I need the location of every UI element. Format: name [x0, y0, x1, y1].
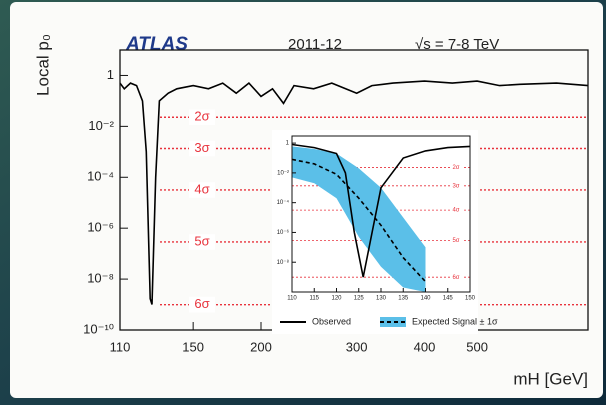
legend-swatch: [380, 317, 406, 327]
observed-line: [119, 80, 589, 305]
sigma-label: 5σ: [194, 233, 209, 248]
sigma-label-bg: [450, 273, 462, 281]
period-label: 2011-12: [288, 36, 342, 53]
experiment-label: ATLAS: [125, 34, 188, 55]
y-tick-label: 10⁻⁶: [277, 229, 290, 236]
y-tick-label: 10⁻⁸: [277, 259, 290, 266]
x-tick-label: 130: [376, 296, 387, 302]
x-tick-label: 400: [414, 339, 436, 354]
y-tick-label: 10⁻⁸: [87, 271, 114, 286]
sigma-label: 4σ: [452, 208, 459, 214]
sigma-label-bg: [450, 236, 462, 245]
sigma-label-bg: [450, 182, 462, 190]
x-tick-label: 300: [346, 339, 368, 354]
sigma-label-bg: [450, 206, 462, 214]
expected-line: [291, 158, 427, 283]
x-tick-label: 110: [287, 296, 297, 302]
sigma-label: 6σ: [452, 275, 459, 281]
sigma-label: 2σ: [194, 109, 209, 124]
y-tick-label: 1: [107, 67, 114, 82]
y-tick-label: 10⁻⁶: [87, 220, 114, 235]
y-tick-label: 10⁻²: [88, 118, 114, 133]
x-tick-label: 125: [354, 296, 365, 302]
y-tick-label: 10⁻¹⁰: [83, 321, 114, 336]
x-tick-label: 115: [309, 296, 319, 302]
sigma-label: 5σ: [452, 238, 459, 244]
y-tick-label: 10⁻⁴: [277, 199, 290, 206]
x-tick-label: 140: [420, 296, 431, 302]
energy-label: √s = 7-8 TeV: [415, 36, 499, 53]
y-axis-label: Local p₀: [33, 34, 52, 96]
x-tick-label: 150: [465, 296, 476, 302]
x-tick-label: 135: [398, 296, 409, 302]
x-tick-label: 120: [331, 296, 342, 302]
sigma-label: 2σ: [452, 165, 459, 171]
sigma-label-bg: [189, 140, 215, 157]
sigma-label: 3σ: [452, 183, 459, 189]
x-tick-label: 500: [466, 339, 488, 354]
x-tick-label: 150: [182, 339, 204, 354]
expected-band: [292, 146, 426, 292]
x-axis-label: mH [GeV]: [513, 369, 588, 388]
sigma-label-bg: [189, 109, 215, 126]
y-tick-label: 10⁻²: [277, 170, 289, 176]
sigma-label: 4σ: [194, 181, 209, 196]
sigma-label: 3σ: [194, 140, 209, 155]
sigma-label: 6σ: [194, 296, 209, 311]
x-tick-label: 145: [443, 296, 454, 302]
legend-label: Expected Signal ± 1σ: [412, 316, 498, 326]
x-tick-label: 110: [110, 339, 131, 354]
legend-label: Observed: [312, 316, 351, 326]
x-tick-label: 200: [250, 339, 272, 354]
sigma-label-bg: [189, 296, 215, 313]
sigma-label-bg: [189, 182, 215, 198]
sigma-label-bg: [450, 163, 462, 172]
sigma-label-bg: [189, 234, 215, 250]
y-tick-label: 10⁻⁴: [87, 169, 114, 184]
observed-line: [291, 143, 471, 278]
y-tick-label: 1: [286, 141, 290, 147]
